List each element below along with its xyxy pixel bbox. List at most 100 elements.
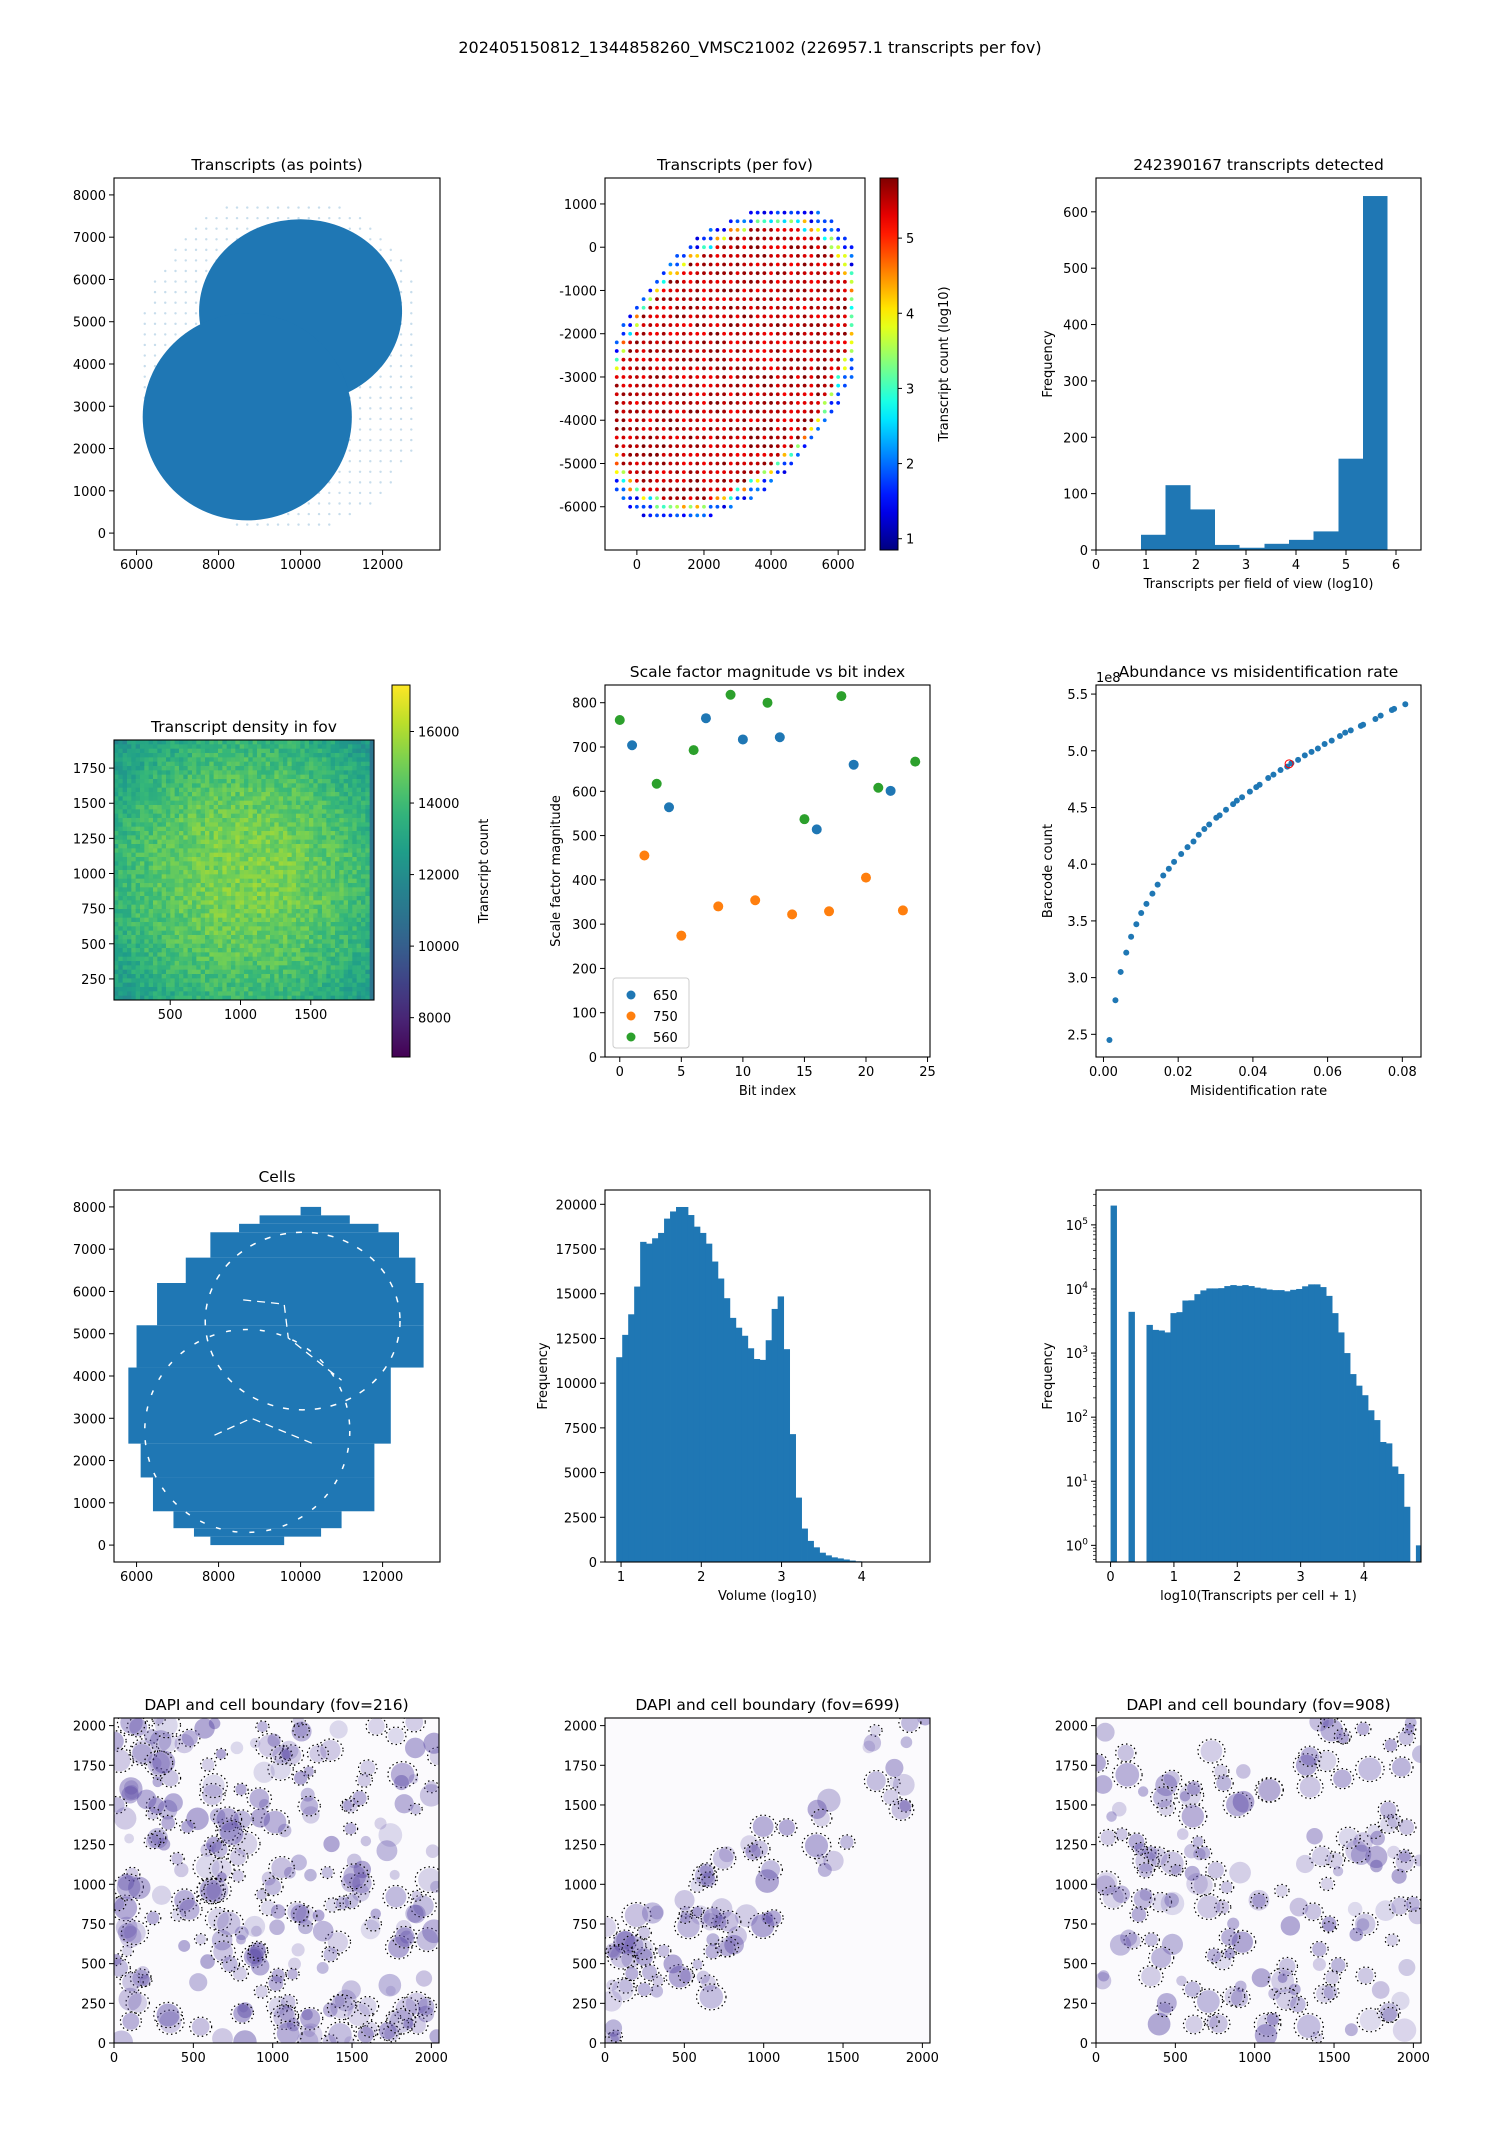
- density-cell: [300, 796, 306, 802]
- density-cell: [278, 748, 284, 754]
- fov-point: [809, 340, 814, 345]
- density-cell: [174, 874, 180, 880]
- density-cell: [183, 831, 189, 836]
- density-cell: [161, 995, 167, 1000]
- density-cell: [196, 857, 202, 862]
- density-cell: [252, 974, 258, 979]
- density-cell: [122, 761, 128, 767]
- density-cell: [200, 835, 206, 841]
- density-cell: [122, 995, 128, 1000]
- faint-transcript-point: [164, 343, 167, 347]
- density-cell: [222, 744, 228, 750]
- density-cell: [291, 943, 297, 949]
- faint-transcript-point: [307, 206, 310, 209]
- density-cell: [222, 878, 228, 884]
- fov-point: [769, 470, 773, 475]
- density-cell: [148, 813, 154, 819]
- density-cell: [166, 956, 171, 962]
- fov-point: [762, 444, 767, 449]
- density-cell: [257, 744, 262, 750]
- density-cell: [283, 961, 288, 966]
- fov-point: [715, 253, 720, 258]
- density-cell: [153, 779, 158, 784]
- density-cell: [252, 930, 258, 936]
- density-cell: [114, 878, 119, 884]
- density-cell: [196, 740, 202, 745]
- density-cell: [187, 770, 193, 776]
- density-cell: [283, 770, 288, 776]
- density-cell: [144, 770, 150, 776]
- density-cell: [244, 796, 249, 802]
- density-cell: [304, 870, 310, 875]
- density-cell: [296, 974, 301, 979]
- faint-transcript-point: [215, 238, 218, 241]
- density-cell: [170, 770, 176, 776]
- density-cell: [326, 826, 332, 832]
- density-cell: [179, 904, 184, 910]
- density-cell: [213, 956, 219, 962]
- fov-point: [789, 452, 794, 457]
- density-cell: [244, 913, 249, 919]
- density-cell: [205, 995, 210, 1000]
- fov-point: [789, 349, 794, 353]
- fov-point: [708, 470, 713, 475]
- density-cell: [335, 870, 340, 875]
- density-cell: [309, 796, 314, 802]
- fov-point: [775, 253, 780, 258]
- density-cell: [209, 783, 215, 789]
- fov-point: [614, 392, 619, 397]
- density-cell: [300, 839, 306, 845]
- density-cell: [283, 935, 288, 940]
- density-cell: [300, 969, 306, 975]
- fov-point: [655, 461, 659, 466]
- density-cell: [200, 757, 206, 763]
- density-cell: [287, 848, 293, 854]
- fov-point: [661, 487, 666, 492]
- fov-point: [775, 452, 780, 457]
- density-cell: [261, 770, 267, 776]
- density-cell: [135, 744, 141, 750]
- density-cell: [309, 956, 314, 962]
- density-cell: [226, 857, 232, 862]
- density-cell: [144, 740, 150, 745]
- density-cell: [296, 896, 301, 901]
- density-cell: [222, 922, 228, 927]
- density-cell: [231, 974, 236, 979]
- density-cell: [252, 909, 258, 914]
- faint-transcript-point: [194, 269, 198, 273]
- density-cell: [313, 761, 319, 767]
- density-cell: [170, 826, 176, 832]
- density-cell: [287, 813, 293, 819]
- density-cell: [161, 913, 167, 919]
- density-cell: [257, 835, 262, 841]
- density-cell: [317, 852, 323, 858]
- density-cell: [174, 965, 180, 971]
- density-cell: [296, 887, 301, 893]
- fov-point: [802, 210, 807, 215]
- density-cell: [283, 974, 288, 979]
- density-cell: [148, 956, 154, 962]
- density-cell: [248, 852, 254, 858]
- density-cell: [157, 978, 163, 984]
- density-cell: [205, 757, 210, 763]
- fov-point: [742, 271, 747, 276]
- density-cell: [335, 757, 340, 763]
- faint-transcript-point: [389, 386, 392, 389]
- density-cell: [183, 844, 189, 849]
- fov-point: [775, 305, 780, 310]
- density-cell: [330, 926, 336, 932]
- density-cell: [231, 779, 236, 784]
- faint-transcript-point: [153, 343, 157, 347]
- density-cell: [291, 748, 297, 754]
- fov-point: [722, 253, 726, 258]
- density-cell: [330, 896, 336, 901]
- density-cell: [161, 748, 167, 754]
- density-cell: [235, 787, 241, 793]
- fov-point: [755, 245, 760, 250]
- density-cell: [239, 883, 245, 888]
- fov-point: [668, 323, 673, 327]
- density-cell: [335, 861, 340, 867]
- density-cell: [309, 883, 314, 888]
- density-cell: [183, 748, 189, 754]
- faint-transcript-point: [389, 428, 392, 431]
